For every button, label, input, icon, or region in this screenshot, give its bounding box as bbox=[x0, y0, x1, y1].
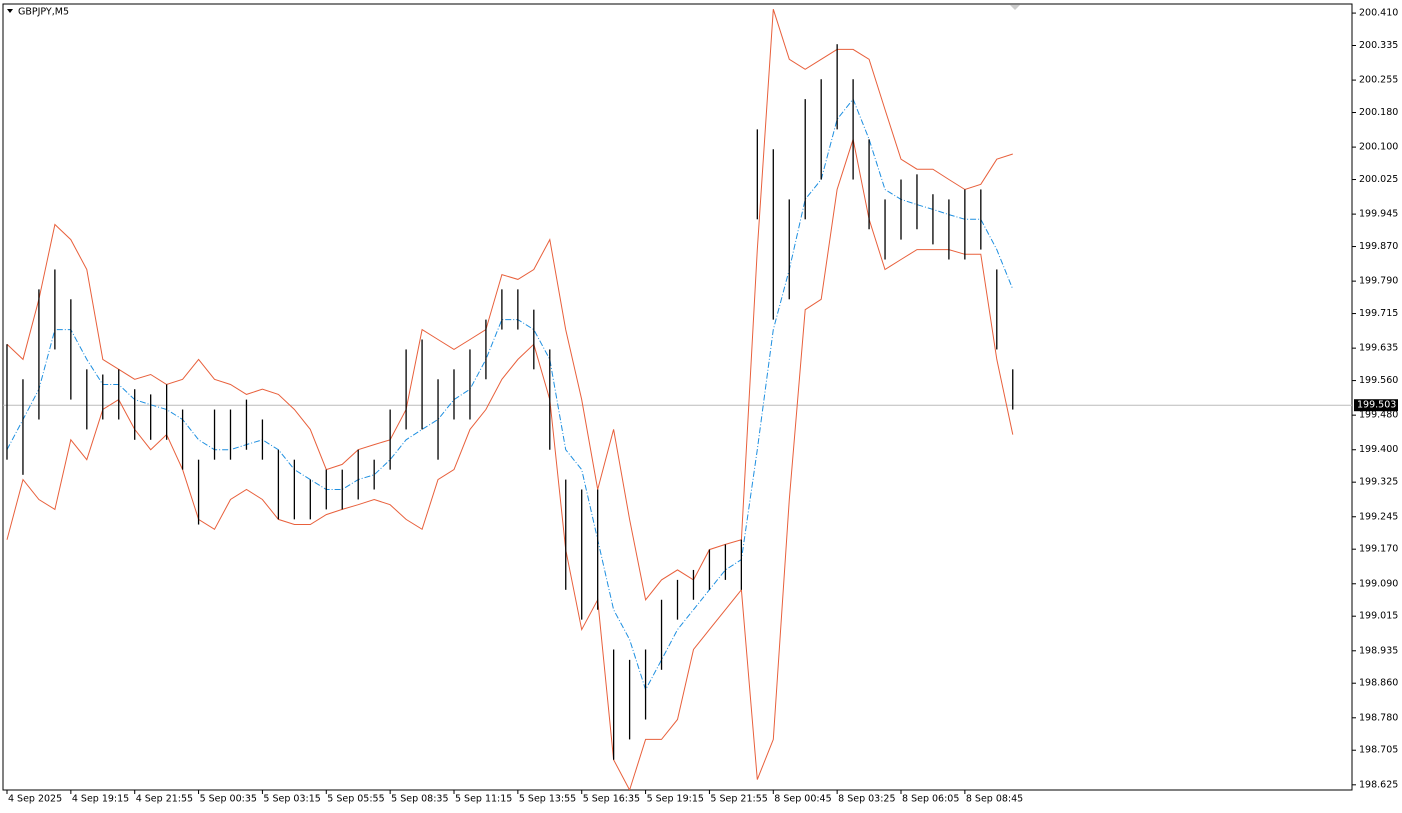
middle-band bbox=[6, 98, 1014, 691]
y-tick-label: 199.715 bbox=[1359, 308, 1398, 319]
x-tick-label: 8 Sep 08:45 bbox=[966, 794, 1023, 805]
y-tick-label: 199.560 bbox=[1359, 375, 1398, 386]
x-tick-label: 4 Sep 19:15 bbox=[72, 794, 129, 805]
x-tick-label: 5 Sep 21:55 bbox=[710, 794, 767, 805]
y-tick-label: 199.245 bbox=[1359, 511, 1398, 522]
y-tick-label: 199.400 bbox=[1359, 444, 1398, 455]
y-tick-label: 200.180 bbox=[1359, 107, 1398, 118]
x-tick-label: 4 Sep 21:55 bbox=[136, 794, 193, 805]
plot-area bbox=[3, 9, 1352, 790]
price-label-box bbox=[1354, 399, 1398, 412]
x-tick-label: 4 Sep 2025 bbox=[8, 794, 62, 805]
y-tick-label: 199.170 bbox=[1359, 544, 1398, 555]
y-tick-label: 199.480 bbox=[1359, 410, 1398, 421]
x-tick-label: 5 Sep 13:55 bbox=[519, 794, 576, 805]
y-tick-label: 198.705 bbox=[1359, 745, 1398, 756]
y-tick-label: 199.790 bbox=[1359, 276, 1398, 287]
y-tick-label: 198.625 bbox=[1359, 779, 1398, 790]
y-tick-label: 199.870 bbox=[1359, 241, 1398, 252]
x-tick-label: 8 Sep 06:05 bbox=[902, 794, 959, 805]
y-tick-label: 200.410 bbox=[1359, 8, 1398, 19]
y-tick-label: 198.935 bbox=[1359, 645, 1398, 656]
x-tick-label: 5 Sep 16:35 bbox=[583, 794, 640, 805]
y-tick-label: 198.860 bbox=[1359, 678, 1398, 689]
y-tick-label: 199.325 bbox=[1359, 477, 1398, 488]
y-tick-label: 199.635 bbox=[1359, 343, 1398, 354]
x-tick-label: 5 Sep 03:15 bbox=[263, 794, 320, 805]
menu-arrow[interactable] bbox=[7, 9, 13, 13]
y-tick-label: 200.025 bbox=[1359, 174, 1398, 185]
x-tick-label: 8 Sep 00:45 bbox=[774, 794, 831, 805]
shift-marker bbox=[1010, 5, 1020, 10]
y-tick-label: 198.780 bbox=[1359, 712, 1398, 723]
y-tick-label: 199.945 bbox=[1359, 209, 1398, 220]
x-tick-label: 5 Sep 08:35 bbox=[391, 794, 448, 805]
y-tick-label: 200.255 bbox=[1359, 75, 1398, 86]
y-tick-label: 200.335 bbox=[1359, 40, 1398, 51]
y-tick-label: 199.090 bbox=[1359, 578, 1398, 589]
x-tick-label: 5 Sep 11:15 bbox=[455, 794, 512, 805]
y-tick-label: 199.015 bbox=[1359, 611, 1398, 622]
plot-frame bbox=[2, 3, 1353, 791]
lower-band bbox=[6, 137, 1014, 790]
x-tick-label: 5 Sep 05:55 bbox=[327, 794, 384, 805]
x-tick-label: 8 Sep 03:25 bbox=[838, 794, 895, 805]
price-label: 199.503 bbox=[1357, 400, 1396, 411]
y-tick-label: 200.100 bbox=[1359, 142, 1398, 153]
chart-title: GBPJPY,M5 bbox=[18, 7, 69, 18]
x-tick-label: 5 Sep 00:35 bbox=[200, 794, 257, 805]
upper-band bbox=[6, 9, 1013, 601]
x-tick-label: 5 Sep 19:15 bbox=[647, 794, 704, 805]
